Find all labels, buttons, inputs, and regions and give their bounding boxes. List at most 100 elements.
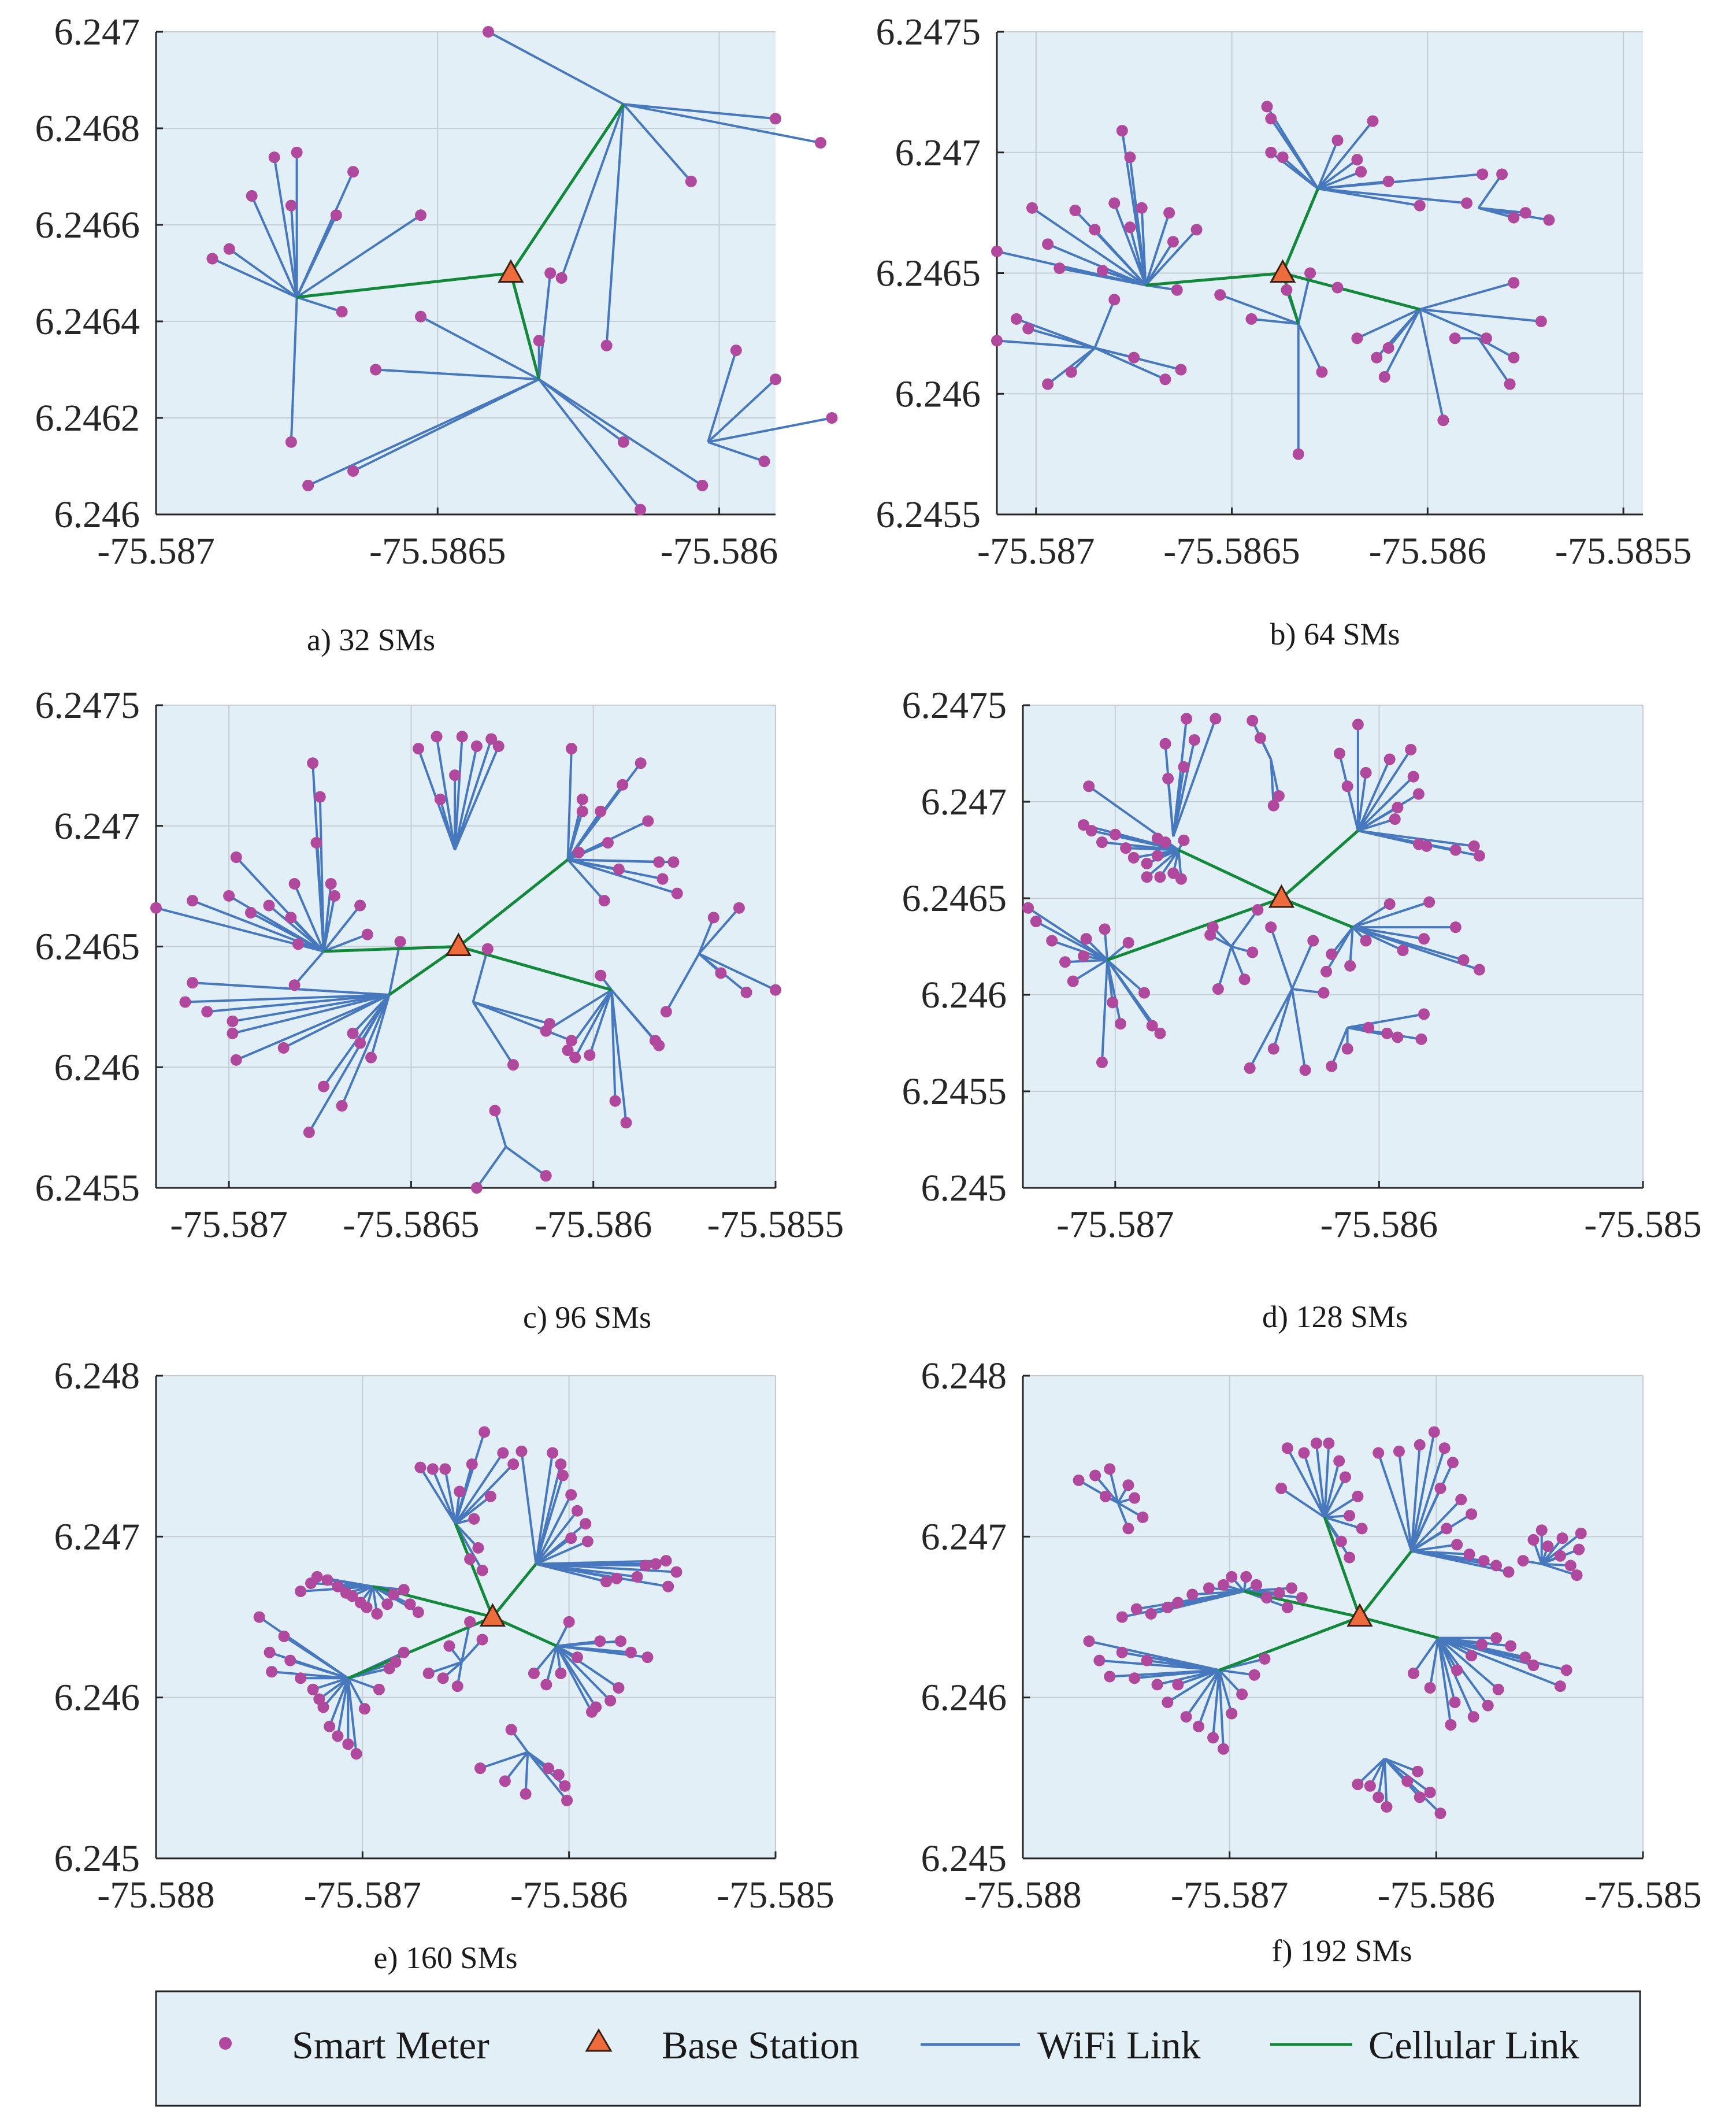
wifi-link-b-2-10: [1318, 187, 1467, 205]
smart-meter-f-2-2: [1414, 1439, 1426, 1451]
wifi-link-e-3-2: [444, 1469, 457, 1524]
caption-b: b) 64 SMs: [1270, 617, 1400, 651]
base-station-a: [498, 259, 524, 283]
smart-meter-f-6-8: [1412, 1765, 1424, 1777]
smart-meter-c-0-9: [310, 836, 322, 849]
wifi-link-c-4-5: [610, 990, 628, 1123]
wifi-link-f-1-13: [1218, 1669, 1233, 1714]
wifi-link-e-3-7: [454, 1463, 514, 1525]
smart-meter-d-3-0: [1030, 916, 1042, 928]
smart-meter-e-1-1: [264, 1646, 276, 1658]
smart-meter-f-4-5: [1339, 1471, 1351, 1483]
smart-meter-b-4-5: [1292, 448, 1304, 460]
smart-meter-f-1-14: [1236, 1688, 1248, 1701]
wifi-link-a-2-2: [307, 378, 540, 487]
smart-meter-f-3-5: [1564, 1560, 1577, 1572]
wifi-link-a-0-3: [273, 157, 298, 298]
wifi-link-a-0-7: [295, 171, 354, 298]
smart-meter-d-3-7: [1107, 997, 1119, 1009]
y-tick-label-a-2: 6.2464: [35, 301, 140, 343]
smart-meter-e-4-2: [555, 1667, 567, 1679]
smart-meter-a-2-3: [347, 465, 359, 477]
smart-meter-e-2-10: [610, 1572, 622, 1584]
wifi-link-a-2-1: [375, 368, 539, 381]
smart-meter-a-3-1: [770, 373, 781, 386]
smart-meter-f-2-8: [1466, 1508, 1478, 1520]
wifi-link-b-3-4: [1388, 308, 1421, 349]
wifi-link-c-2-5: [235, 994, 390, 1061]
smart-meter-a-1-4: [770, 113, 781, 125]
smart-meter-a-0-6: [330, 209, 342, 221]
wifi-link-d-1-5: [1357, 749, 1412, 832]
wifi-link-c-2-1: [185, 994, 390, 1003]
wifi-link-d-6-5: [1290, 940, 1315, 990]
x-tick-label-b-2: -75.586: [1369, 530, 1486, 572]
wifi-link-f-1-9: [1185, 1669, 1221, 1718]
wifi-link-e-1-13: [347, 1677, 366, 1710]
wifi-link-a-2-6: [538, 378, 641, 510]
wifi-link-c-3-5: [454, 746, 500, 851]
wifi-link-f-2-3: [1410, 1432, 1435, 1551]
wifi-link-b-0-2: [1047, 243, 1147, 287]
smart-meter-f-0-6: [1203, 1582, 1215, 1594]
smart-meter-f-6-7: [1434, 1808, 1446, 1820]
wifi-link-d-7-2: [1216, 946, 1233, 990]
smart-meter-f-0-5: [1186, 1588, 1199, 1601]
legend-base-station-marker: [585, 2028, 613, 2052]
y-tick-label-e-0: 6.245: [54, 1838, 140, 1880]
smart-meter-d-3-9: [1146, 1020, 1158, 1032]
smart-meter-f-1-2: [1104, 1671, 1116, 1683]
smart-meter-b-0-7: [1108, 197, 1121, 209]
wifi-link-f-6-3: [1383, 1758, 1388, 1808]
cellular-link-c-4: [458, 945, 612, 992]
wifi-link-c-2-8: [370, 994, 391, 1058]
smart-meter-d-0-9: [1154, 871, 1166, 883]
smart-meter-c-1-3: [613, 863, 625, 875]
smart-meter-a-0-3: [268, 151, 280, 164]
smart-meter-c-0-14: [307, 757, 319, 769]
smart-meter-e-5-1: [474, 1762, 487, 1775]
smart-meter-f-3-6: [1571, 1569, 1583, 1581]
smart-meter-c-1-2: [602, 836, 614, 849]
wifi-link-e-3-8: [454, 1495, 492, 1525]
smart-meter-f-4-10: [1344, 1551, 1356, 1564]
wifi-link-f-5-15: [1438, 1636, 1561, 1688]
y-tick-label-e-1: 6.246: [54, 1677, 140, 1719]
smart-meter-d-5-4: [1392, 1031, 1404, 1043]
legend-box: [155, 1990, 1641, 2107]
smart-meter-f-1-1: [1093, 1654, 1106, 1666]
wifi-link-f-6-7: [1383, 1758, 1441, 1814]
wifi-link-d-1-2: [1346, 786, 1359, 831]
wifi-link-e-4-8: [556, 1644, 620, 1689]
smart-meter-f-0-11: [1261, 1592, 1273, 1604]
smart-meter-c-3-6: [449, 769, 461, 781]
smart-meter-a-2-0: [415, 310, 427, 323]
smart-meter-f-5-8: [1527, 1660, 1540, 1671]
smart-meter-d-1-4: [1383, 753, 1396, 765]
smart-meter-e-3-8: [484, 1490, 496, 1502]
plot-area-f: [1023, 1376, 1643, 1858]
smart-meter-f-2-0: [1373, 1447, 1385, 1459]
smart-meter-d-1-12: [1473, 850, 1485, 862]
caption-e: e) 160 SMs: [373, 1940, 517, 1975]
y-tick-label-d-2: 6.246: [921, 974, 1007, 1016]
smart-meter-c-6-0: [489, 1105, 501, 1117]
wifi-link-b-1-0: [996, 339, 1095, 349]
wifi-link-f-4-8: [1324, 1516, 1363, 1530]
wifi-link-c-2-9: [340, 994, 391, 1106]
wifi-link-e-5-1: [480, 1751, 528, 1770]
smart-meter-c-1-8: [598, 895, 610, 907]
wifi-link-c-2-6: [283, 994, 390, 1049]
x-tick-label-c-0: -75.587: [170, 1203, 287, 1246]
wifi-link-f-2-2: [1410, 1445, 1421, 1551]
smart-meter-e-2-16: [662, 1580, 674, 1592]
links-f: [1078, 1432, 1582, 1814]
smart-meter-a-0-0: [206, 253, 218, 265]
smart-meter-d-1-6: [1407, 771, 1419, 783]
wifi-link-f-1-5: [1147, 1659, 1220, 1672]
wifi-link-e-6-4: [428, 1661, 462, 1675]
wifi-link-b-4-0: [1219, 294, 1299, 325]
wifi-link-a-2-8: [538, 378, 625, 443]
wifi-link-c-2-2: [207, 994, 390, 1013]
smart-meter-d-6-4: [1318, 987, 1330, 999]
